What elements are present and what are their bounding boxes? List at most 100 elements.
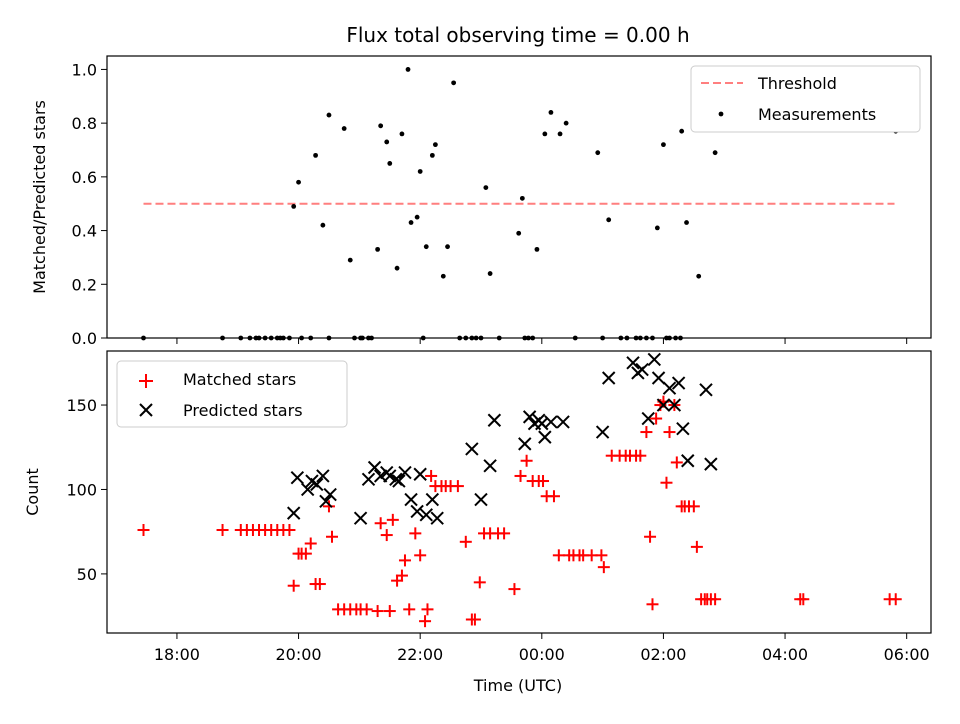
measurement-point <box>563 120 569 126</box>
measurement-point <box>432 142 438 148</box>
matched-star-point <box>508 583 521 596</box>
measurement-point <box>313 152 318 158</box>
matched-star-point <box>660 476 673 489</box>
predicted-star-point <box>656 398 671 412</box>
top-y-tick-label: 0.0 <box>72 329 97 348</box>
top-y-tick-label: 0.6 <box>72 168 97 187</box>
predicted-star-point <box>353 511 368 525</box>
measurement-point <box>696 273 702 279</box>
measurement-point <box>542 131 548 137</box>
matched-star-point <box>304 537 317 550</box>
predicted-star-point <box>544 415 558 429</box>
predicted-star-point <box>361 472 376 487</box>
predicted-star-point <box>667 398 682 412</box>
measurement-point <box>516 230 522 236</box>
bottom-x-tick-label: 22:00 <box>397 645 443 664</box>
top-y-tick-label: 0.2 <box>72 275 97 294</box>
matched-star-point <box>644 530 657 543</box>
legend-measurements-label: Measurements <box>758 105 876 124</box>
predicted-star-point <box>383 469 397 483</box>
bottom-x-tick-label: 20:00 <box>276 645 322 664</box>
matched-star-point <box>514 469 527 482</box>
predicted-star-point <box>465 442 479 456</box>
top-y-tick-label: 0.8 <box>72 114 97 133</box>
predicted-star-point <box>647 352 662 367</box>
matched-star-point <box>421 603 434 616</box>
predicted-star-point <box>556 415 570 429</box>
predicted-star-point <box>671 376 686 390</box>
matched-star-point <box>547 490 560 503</box>
measurement-point <box>408 220 414 225</box>
predicted-star-point <box>286 506 301 520</box>
bottom-x-tick-label: 18:00 <box>154 645 200 664</box>
legend-matched-label: Matched stars <box>183 370 296 389</box>
measurement-point <box>291 204 297 209</box>
predicted-star-point <box>538 430 552 444</box>
predicted-star-point <box>626 356 640 370</box>
measurement-point <box>384 139 390 145</box>
measurement-point <box>445 244 450 250</box>
measurement-point <box>519 195 525 201</box>
matched-star-point <box>451 480 464 493</box>
measurement-point <box>387 161 393 166</box>
predicted-star-point <box>651 371 666 385</box>
matched-star-point <box>537 475 550 488</box>
matched-star-point <box>709 593 722 606</box>
matched-star-point <box>634 449 647 462</box>
predicted-star-point <box>662 381 677 395</box>
matched-star-point <box>371 605 384 618</box>
predicted-star-point <box>641 411 655 426</box>
measurement-point <box>483 185 489 191</box>
predicted-star-point <box>290 470 305 485</box>
bottom-x-tick-label: 02:00 <box>640 645 686 664</box>
top-y-tick-label: 0.4 <box>72 222 97 241</box>
top-y-axis-label: Matched/Predicted stars <box>30 100 49 294</box>
matched-star-point <box>889 593 902 606</box>
measurement-point <box>557 131 563 137</box>
measurement-point <box>429 152 435 158</box>
matched-star-point <box>595 549 608 562</box>
axes-ticks: 0.0 0.2 0.4 0.6 0.8 1.0 50 100 150 18:00 20:00 22:0… <box>66 60 929 664</box>
legend-threshold-label: Threshold <box>757 74 837 93</box>
matched-star-point <box>360 603 373 616</box>
matched-star-point <box>386 513 399 526</box>
bottom-y-tick-label: 150 <box>66 396 97 415</box>
matched-star-point <box>409 527 422 540</box>
matched-star-point <box>414 549 427 562</box>
matched-star-point <box>403 603 416 616</box>
bottom-x-tick-label: 04:00 <box>762 645 808 664</box>
predicted-star-point <box>601 371 616 385</box>
measurement-point <box>378 123 384 129</box>
predicted-star-point <box>413 467 427 481</box>
predicted-star-point <box>367 460 382 475</box>
x-axis-label: Time (UTC) <box>473 676 562 695</box>
matched-star-point <box>468 613 481 626</box>
measurement-point <box>595 150 601 156</box>
matched-star-point <box>395 569 408 582</box>
top-legend-box <box>690 65 921 133</box>
predicted-star-point <box>676 421 690 436</box>
matched-star-point <box>299 547 312 560</box>
predicted-star-point <box>704 457 718 471</box>
matched-star-point <box>137 523 150 536</box>
predicted-star-point <box>392 474 406 488</box>
measurement-point <box>405 67 411 72</box>
matched-star-point <box>646 598 659 611</box>
predicted-star-point <box>419 508 433 522</box>
measurement-point <box>417 169 423 174</box>
predicted-star-point <box>518 437 532 451</box>
predicted-star-point <box>522 410 537 424</box>
top-y-tick-label: 1.0 <box>72 60 97 79</box>
matched-star-point <box>473 576 486 589</box>
matched-star-point <box>640 426 653 439</box>
bottom-y-axis-label: Count <box>23 468 42 516</box>
matched-star-point <box>283 523 296 536</box>
measurement-point <box>423 244 429 250</box>
predicted-star-point <box>595 425 610 439</box>
predicted-star-point <box>474 492 488 507</box>
bottom-plot-area <box>137 352 902 628</box>
matched-star-point <box>498 527 511 540</box>
measurement-point <box>326 112 332 118</box>
matched-star-point <box>216 523 229 536</box>
matched-star-point <box>322 500 335 513</box>
